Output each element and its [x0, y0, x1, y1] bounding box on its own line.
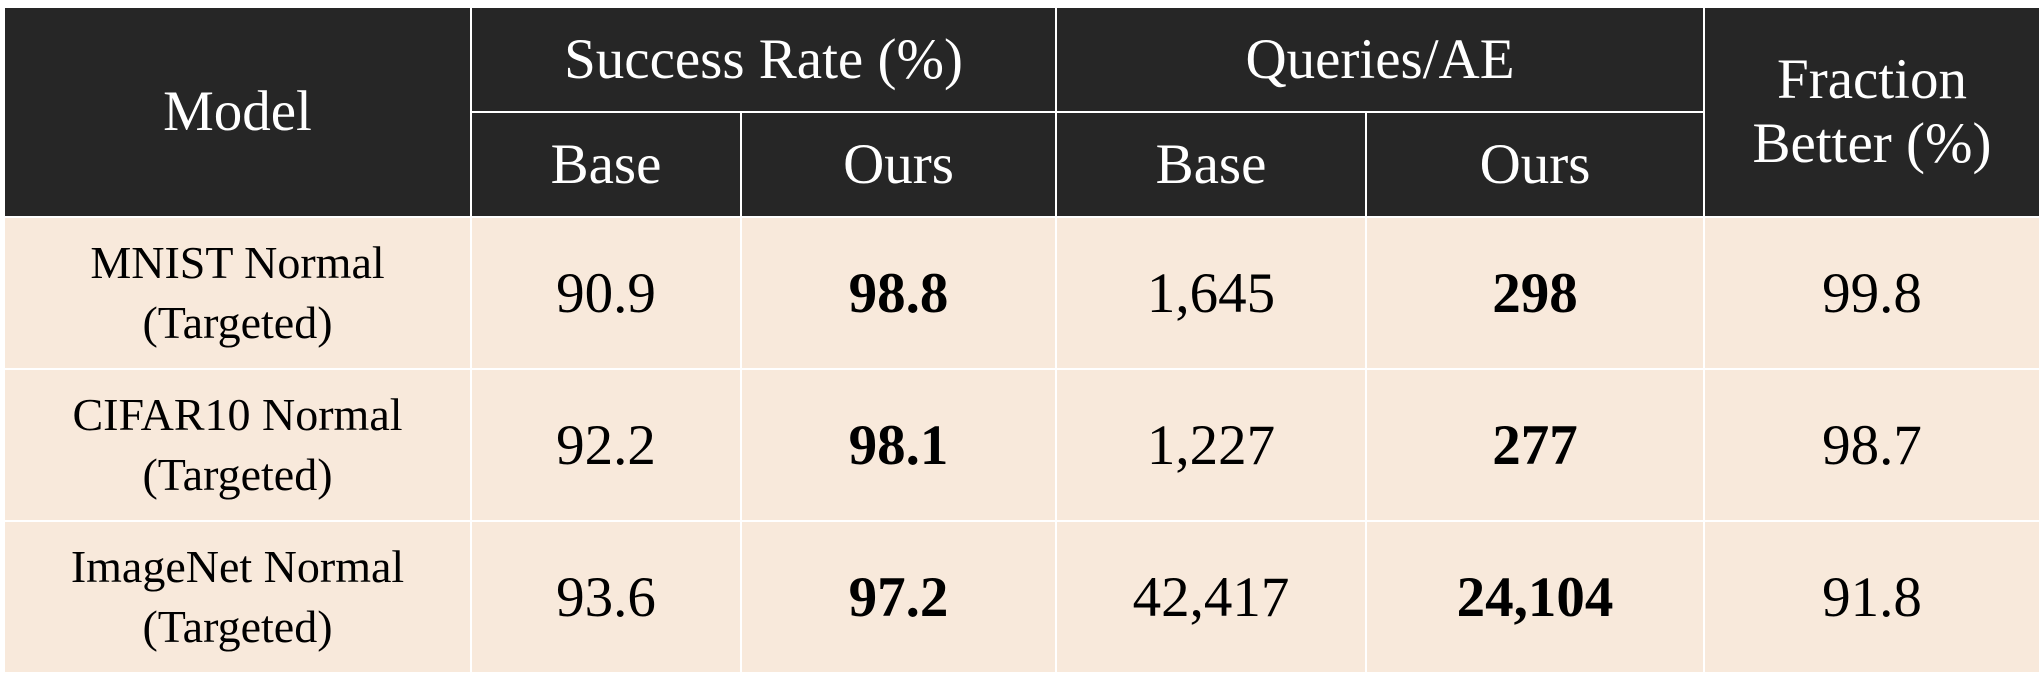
model-cell: ImageNet Normal (Targeted) [3, 520, 472, 674]
header-fraction-better-line1: Fraction [1777, 48, 1967, 112]
success-base-cell: 93.6 [470, 520, 742, 674]
queries-ours-cell: 24,104 [1365, 520, 1705, 674]
header-success-base: Base [470, 111, 742, 218]
table-row: CIFAR10 Normal (Targeted) 92.2 98.1 1,22… [3, 368, 2041, 522]
model-cell: CIFAR10 Normal (Targeted) [3, 368, 472, 522]
model-name: MNIST Normal [90, 237, 385, 289]
success-base-cell: 92.2 [470, 368, 742, 522]
table-header: Model Success Rate (%) Queries/AE Fracti… [3, 6, 2041, 218]
model-name: ImageNet Normal [70, 541, 405, 593]
model-variant: (Targeted) [142, 449, 333, 500]
fraction-better-cell: 99.8 [1703, 216, 2041, 370]
header-fraction-better: Fraction Better (%) [1703, 6, 2041, 218]
model-name: CIFAR10 Normal [72, 389, 403, 441]
queries-base-cell: 1,645 [1055, 216, 1367, 370]
fraction-better-cell: 98.7 [1703, 368, 2041, 522]
success-ours-cell: 98.8 [740, 216, 1057, 370]
fraction-better-cell: 91.8 [1703, 520, 2041, 674]
success-base-cell: 90.9 [470, 216, 742, 370]
queries-ours-cell: 277 [1365, 368, 1705, 522]
header-queries-ours: Ours [1365, 111, 1705, 218]
header-model: Model [3, 6, 472, 218]
header-queries-base: Base [1055, 111, 1367, 218]
queries-ours-cell: 298 [1365, 216, 1705, 370]
header-row-sub: Base Ours Base Ours [4, 111, 2040, 218]
queries-base-cell: 1,227 [1055, 368, 1367, 522]
table-body: MNIST Normal (Targeted) 90.9 98.8 1,645 … [3, 216, 2041, 674]
table-row: MNIST Normal (Targeted) 90.9 98.8 1,645 … [3, 216, 2041, 370]
queries-base-cell: 42,417 [1055, 520, 1367, 674]
success-ours-cell: 98.1 [740, 368, 1057, 522]
model-cell: MNIST Normal (Targeted) [3, 216, 472, 370]
header-row-top: Model Success Rate (%) Queries/AE Fracti… [3, 6, 2041, 218]
model-variant: (Targeted) [142, 297, 333, 348]
header-fraction-better-line2: Better (%) [1752, 112, 1992, 175]
success-ours-cell: 97.2 [740, 520, 1057, 674]
results-table: Model Success Rate (%) Queries/AE Fracti… [3, 6, 2041, 674]
header-success-rate: Success Rate (%) [470, 6, 1057, 113]
table-row: ImageNet Normal (Targeted) 93.6 97.2 42,… [3, 520, 2041, 674]
header-queries-per-ae: Queries/AE [1055, 6, 1705, 113]
header-success-ours: Ours [740, 111, 1057, 218]
model-variant: (Targeted) [142, 601, 333, 652]
